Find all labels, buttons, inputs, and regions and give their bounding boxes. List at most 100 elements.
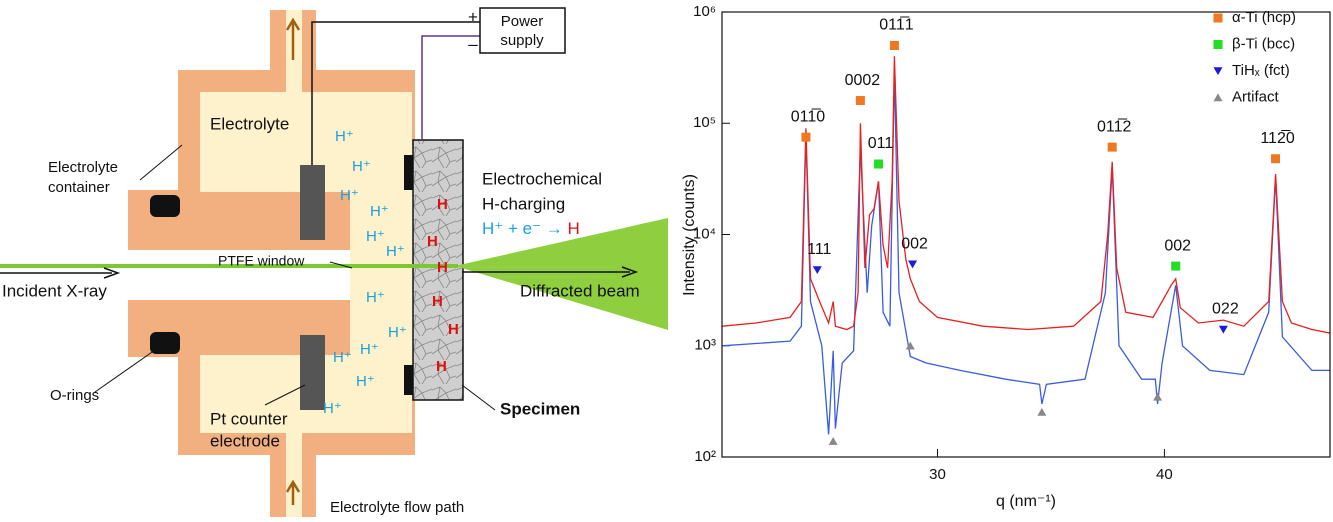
h-atom: H — [427, 233, 438, 250]
peak-label: 022 — [1212, 301, 1239, 318]
x-tick-label: 30 — [929, 466, 946, 483]
diffracted-beam — [455, 218, 668, 330]
electrode — [300, 335, 325, 410]
label: H-charging — [482, 194, 565, 213]
label: container — [48, 179, 110, 196]
leader-lines — [94, 144, 496, 411]
y-tick-label: 10⁶ — [693, 3, 716, 20]
electrode — [300, 165, 325, 240]
label: Power — [501, 13, 544, 30]
equation: H — [568, 219, 580, 238]
h-atom: H — [448, 321, 459, 338]
h-ion: H⁺ — [370, 203, 389, 220]
marker — [1037, 407, 1047, 416]
h-ion: H⁺ — [356, 373, 375, 390]
marker — [1218, 325, 1228, 334]
h-atom: H — [436, 358, 447, 375]
peak-label: 002 — [1164, 237, 1191, 254]
chart: Intensity (counts) q (nm⁻¹) 10² 10³ 10⁴ 10⁵… — [681, 3, 1331, 510]
marker — [828, 436, 838, 445]
power-supply — [479, 7, 566, 54]
plot-frame — [721, 11, 1331, 458]
ions: H⁺H⁺H⁺H⁺H⁺H⁺H⁺H⁺H⁺H⁺H⁺H⁺ — [323, 128, 407, 417]
label: Incident X-ray — [2, 281, 107, 300]
h-ion: H⁺ — [340, 187, 359, 204]
h-ion: H⁺ — [352, 158, 371, 175]
peak-label: 0002 — [845, 72, 881, 89]
marker — [1271, 154, 1281, 164]
marker — [855, 96, 865, 106]
specimen — [412, 139, 464, 401]
peak-label: 011̅1 — [879, 16, 914, 34]
y-axis-label: Intensity (counts) — [681, 174, 698, 296]
marker — [905, 341, 915, 350]
equation: H⁺ + e⁻ → — [482, 219, 563, 238]
legend-label: TiHₓ (fct) — [1232, 62, 1290, 79]
pattern-line — [722, 70, 1330, 435]
marker — [908, 260, 918, 269]
label: Electrolyte — [48, 159, 118, 176]
label: Electrochemical — [482, 169, 602, 188]
o-ring — [150, 332, 180, 354]
h-ion: H⁺ — [386, 243, 405, 260]
h-ion: H⁺ — [323, 400, 342, 417]
h-atom: H — [437, 259, 448, 276]
legend-label: Artifact — [1232, 88, 1280, 105]
legend-marker — [1213, 13, 1223, 23]
h-ion: H⁺ — [333, 349, 352, 366]
legend-marker — [1213, 40, 1223, 49]
peak-label: 011̅0 — [791, 107, 826, 125]
flow-arrow — [285, 479, 301, 505]
label: H⁺ + e⁻ → H — [482, 219, 580, 238]
label: – — [468, 34, 478, 53]
peak-label: 111 — [807, 241, 831, 258]
marker — [801, 132, 811, 142]
label: Pt counter — [210, 409, 288, 428]
marker — [1107, 142, 1117, 152]
marker — [889, 40, 899, 50]
label: O-rings — [50, 387, 99, 404]
peak-label: 011̅2 — [1097, 117, 1132, 135]
legend-marker — [1213, 93, 1223, 102]
label: supply — [500, 32, 544, 49]
label: Electrolyte flow path — [330, 499, 464, 516]
label: Electrolyte — [210, 114, 289, 133]
y-tick-label: 10² — [694, 448, 716, 465]
peak-label: 002 — [901, 235, 928, 252]
marker — [812, 266, 822, 275]
plot-area — [722, 56, 1330, 435]
label: + — [468, 7, 478, 26]
y-tick-label: 10³ — [694, 337, 716, 354]
y-tick-label: 10⁴ — [693, 225, 716, 242]
h-atom: H — [432, 293, 443, 310]
y-tick-label: 10⁵ — [693, 114, 716, 131]
wire — [421, 35, 480, 140]
label: PTFE window — [218, 253, 305, 269]
h-ion: H⁺ — [366, 289, 385, 306]
label: Specimen — [500, 399, 580, 418]
arrow — [462, 266, 639, 278]
marker — [1153, 392, 1163, 401]
h-atom: H — [437, 196, 448, 213]
h-ion: H⁺ — [388, 324, 407, 341]
arrow — [0, 267, 121, 279]
seal — [404, 365, 414, 395]
pattern-line — [722, 56, 1330, 334]
h-ion: H⁺ — [366, 228, 385, 245]
peak-label: 112̅0 — [1260, 129, 1295, 147]
h-ion: H⁺ — [360, 341, 379, 358]
label: Diffracted beam — [520, 281, 640, 300]
peak-label: 011 — [868, 135, 894, 152]
x-tick-label: 40 — [1156, 466, 1173, 483]
legend-label: α-Ti (hcp) — [1232, 9, 1296, 26]
o-ring — [150, 195, 180, 217]
flow-arrow — [285, 17, 301, 60]
legend-label: β-Ti (bcc) — [1232, 35, 1295, 52]
h-ion: H⁺ — [335, 128, 354, 145]
marker — [874, 159, 884, 169]
legend-marker — [1213, 67, 1223, 76]
marker — [1171, 261, 1181, 271]
wire — [311, 21, 480, 165]
